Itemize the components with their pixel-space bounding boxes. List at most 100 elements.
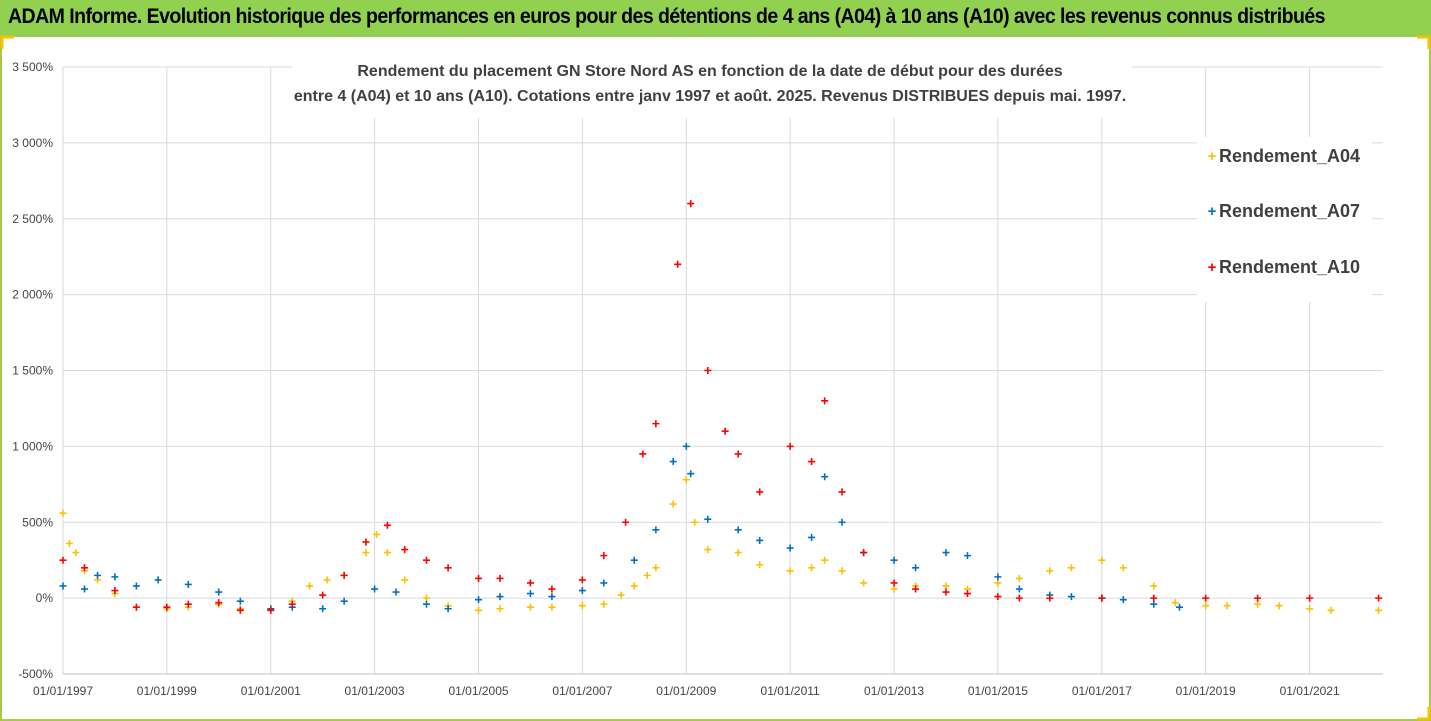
point-a07 <box>340 597 348 605</box>
x-tick-label: 01/01/1997 <box>33 684 93 698</box>
point-a04 <box>838 567 846 575</box>
point-a07 <box>1067 593 1075 601</box>
point-a04 <box>401 576 409 584</box>
point-a04 <box>756 561 764 569</box>
point-a07 <box>600 579 608 587</box>
point-a07 <box>475 596 483 604</box>
point-a04 <box>578 602 586 610</box>
legend-marker-a10: + <box>1208 259 1217 276</box>
point-a07 <box>154 576 162 584</box>
x-tick-label: 01/01/2019 <box>1176 684 1236 698</box>
point-a07 <box>184 580 192 588</box>
point-a10 <box>1306 594 1314 602</box>
point-a04 <box>72 549 80 557</box>
point-a04 <box>526 603 534 611</box>
point-a07 <box>80 585 88 593</box>
point-a04 <box>383 549 391 557</box>
point-a04 <box>548 603 556 611</box>
y-tick-label: 1 000% <box>12 439 53 453</box>
x-tick-label: 01/01/2017 <box>1072 684 1132 698</box>
point-a07 <box>912 564 920 572</box>
series-a10 <box>59 200 1383 614</box>
point-a07 <box>786 544 794 552</box>
point-a10 <box>963 590 971 598</box>
point-a04 <box>600 600 608 608</box>
point-a10 <box>526 579 534 587</box>
point-a04 <box>1275 602 1283 610</box>
point-a04 <box>59 509 67 517</box>
point-a04 <box>1171 599 1179 607</box>
title-background <box>292 52 1132 118</box>
legend-background <box>1197 137 1372 302</box>
point-a04 <box>617 591 625 599</box>
point-a07 <box>444 605 452 613</box>
x-tick-label: 01/01/1999 <box>137 684 197 698</box>
legend-marker-a07: + <box>1208 203 1217 220</box>
point-a10 <box>652 420 660 428</box>
point-a04 <box>630 582 638 590</box>
point-a07 <box>392 588 400 596</box>
legend-item-a10: + Rendement_A10 <box>1208 257 1360 277</box>
point-a04 <box>65 539 73 547</box>
point-a07 <box>682 442 690 450</box>
point-a10 <box>1254 594 1262 602</box>
x-tick-label: 01/01/2005 <box>449 684 509 698</box>
point-a10 <box>422 556 430 564</box>
point-a10 <box>912 585 920 593</box>
y-tick-label: 0% <box>36 591 54 605</box>
point-a07 <box>963 552 971 560</box>
y-axis-ticks: 3 500% 3 000% 2 500% 2 000% 1 500% 1 000% 500%… <box>12 60 53 681</box>
point-a07 <box>111 573 119 581</box>
point-a10 <box>267 606 275 614</box>
point-a10 <box>821 397 829 405</box>
point-a04 <box>643 571 651 579</box>
corner-top-right <box>1417 35 1431 49</box>
point-a07 <box>548 593 556 601</box>
x-tick-label: 01/01/2009 <box>656 684 716 698</box>
point-a04 <box>1202 602 1210 610</box>
point-a10 <box>163 603 171 611</box>
point-a07 <box>1119 596 1127 604</box>
point-a10 <box>362 538 370 546</box>
point-a10 <box>860 549 868 557</box>
point-a07 <box>59 582 67 590</box>
point-a07 <box>630 556 638 564</box>
point-a10 <box>734 450 742 458</box>
point-a10 <box>401 546 409 554</box>
point-a10 <box>383 521 391 529</box>
chart-title-line-2: entre 4 (A04) et 10 ans (A10). Cotations… <box>294 88 1126 105</box>
corner-bottom-right <box>1417 707 1431 721</box>
point-a10 <box>111 587 119 595</box>
point-a10 <box>184 600 192 608</box>
point-a04 <box>306 582 314 590</box>
point-a04 <box>786 567 794 575</box>
point-a07 <box>734 526 742 534</box>
point-a04 <box>1223 602 1231 610</box>
x-tick-label: 01/01/2001 <box>241 684 301 698</box>
point-a07 <box>236 597 244 605</box>
point-a10 <box>687 200 695 208</box>
x-tick-label: 01/01/2021 <box>1280 684 1340 698</box>
point-a10 <box>1375 594 1383 602</box>
point-a10 <box>132 603 140 611</box>
point-a10 <box>475 574 483 582</box>
x-tick-label: 01/01/2007 <box>552 684 612 698</box>
point-a04 <box>475 606 483 614</box>
scatter-chart: 3 500% 3 000% 2 500% 2 000% 1 500% 1 000% 500%… <box>12 52 1383 698</box>
chart-frame <box>0 35 1431 721</box>
y-tick-label: 2 500% <box>12 212 53 226</box>
point-a04 <box>652 564 660 572</box>
series-a04 <box>59 476 1383 614</box>
y-tick-label: 3 000% <box>12 136 53 150</box>
point-a10 <box>578 576 586 584</box>
y-tick-label: 500% <box>22 515 53 529</box>
point-a10 <box>1015 594 1023 602</box>
y-tick-label: 3 500% <box>12 60 53 74</box>
point-a04 <box>373 530 381 538</box>
point-a07 <box>942 549 950 557</box>
point-a04 <box>942 582 950 590</box>
corner-top-left <box>0 35 14 49</box>
point-a10 <box>704 367 712 374</box>
point-a04 <box>669 500 677 508</box>
point-a07 <box>526 590 534 598</box>
